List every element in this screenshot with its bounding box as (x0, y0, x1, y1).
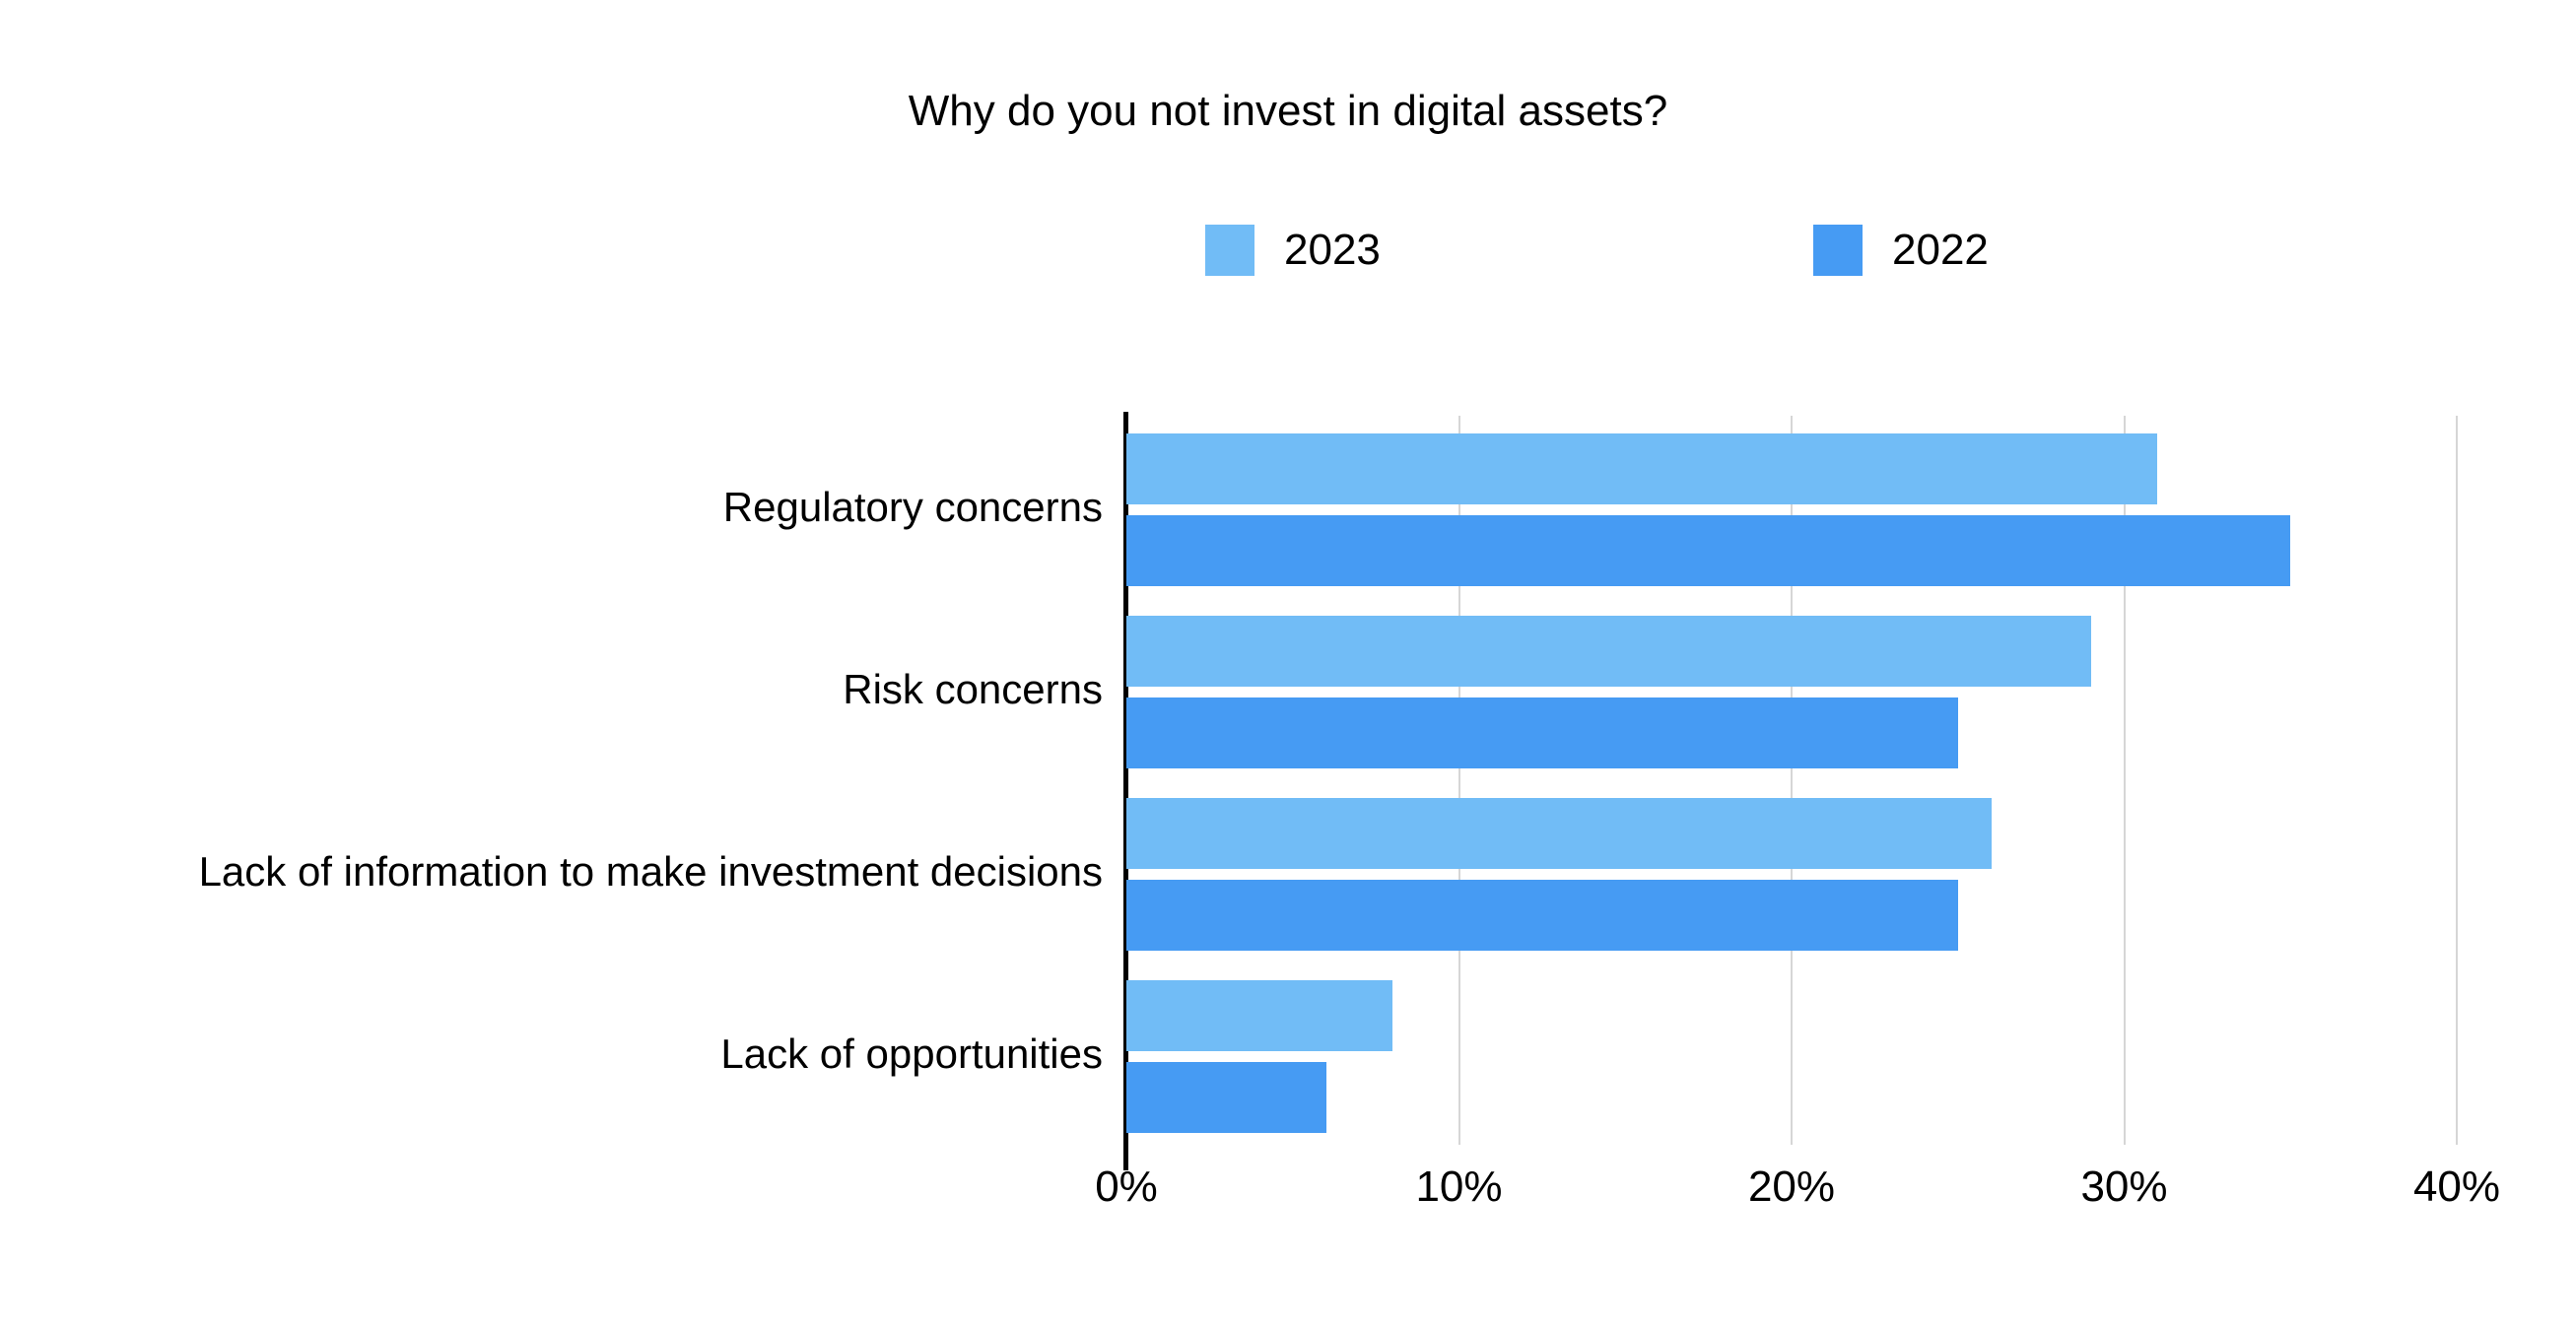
x-tick-label: 30% (2080, 1162, 2168, 1211)
legend-swatch-2023 (1205, 225, 1254, 276)
legend-item-2023: 2023 (1205, 225, 1381, 276)
plot-area: Regulatory concerns Risk concerns Lack of … (199, 412, 2500, 1211)
bar-2023 (1126, 980, 1392, 1051)
gridline-20% (1791, 416, 1793, 1145)
category-label: Regulatory concerns (722, 483, 1103, 530)
bar-2022 (1126, 880, 1958, 951)
x-tick-label: 0% (1095, 1162, 1158, 1211)
x-tick-label: 10% (1415, 1162, 1503, 1211)
gridline-30% (2123, 416, 2126, 1145)
gridline-10% (1457, 416, 1460, 1145)
bar-2022 (1126, 1062, 1326, 1133)
legend-swatch-2022 (1813, 225, 1863, 276)
chart-title: Why do you not invest in digital assets? (908, 87, 1668, 135)
bar-2023 (1126, 616, 2091, 687)
category-label: Risk concerns (843, 665, 1103, 712)
category-label: Lack of opportunities (720, 1029, 1103, 1077)
legend-label-2022: 2022 (1892, 226, 1989, 274)
bar-group: Lack of information to make investment d… (199, 780, 2457, 963)
bar-group: Lack of opportunities (720, 963, 2457, 1145)
gridline-40% (2456, 416, 2458, 1145)
bar-group: Risk concerns (843, 598, 2457, 780)
legend-label-2023: 2023 (1284, 226, 1381, 274)
x-tick-label: 20% (1747, 1162, 1836, 1211)
category-label: Lack of information to make investment d… (198, 847, 1103, 895)
x-tick-label: 40% (2412, 1162, 2501, 1211)
bar-2023 (1126, 433, 2158, 504)
legend-item-2022: 2022 (1813, 225, 1989, 276)
bar-group: Regulatory concerns (723, 416, 2457, 598)
y-axis-line (1123, 412, 1128, 1170)
bar-2022 (1126, 697, 1958, 768)
bar-2022 (1126, 515, 2291, 586)
bar-2023 (1126, 798, 1992, 869)
